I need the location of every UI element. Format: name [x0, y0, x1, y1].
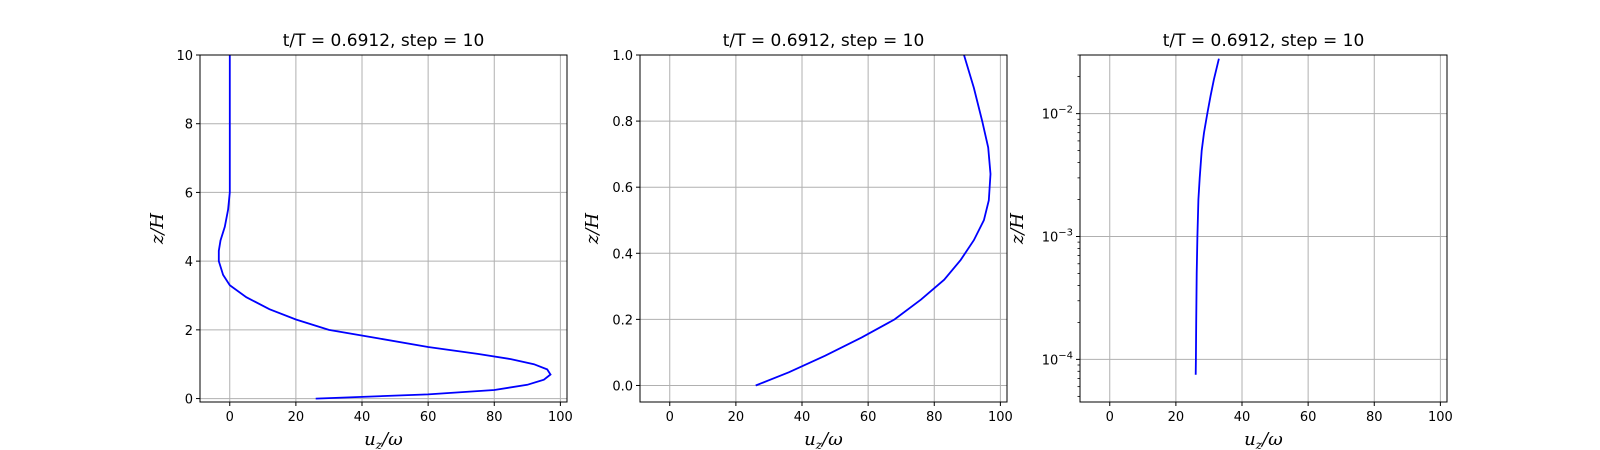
panel-2-ytick-label: 1.0 [612, 49, 633, 64]
panel-2-xticks: 0 20 40 60 80 100 [666, 402, 1013, 425]
panel-3-frame [1079, 54, 1448, 403]
panel-2: 0 20 40 60 80 100 0.0 0.2 0.4 0.6 0.8 1.0 t/T = 0.… [582, 31, 1013, 450]
panel-3-title: t/T = 0.6912, step = 10 [1163, 31, 1365, 51]
panel-1-title: t/T = 0.6912, step = 10 [283, 31, 485, 51]
panel-1-xtick-label: 60 [420, 410, 437, 425]
panel-3-xtick-label: 80 [1366, 410, 1383, 425]
panel-1-ytick-label: 0 [185, 393, 193, 408]
panel-1-series [217, 55, 552, 400]
panel-2-xtick-label: 80 [926, 410, 943, 425]
panel-2-ytick-label: 0.0 [612, 379, 633, 394]
panel-2-xtick-label: 60 [860, 410, 877, 425]
panel-2-ytick-label: 0.6 [612, 181, 633, 196]
panel-2-title: t/T = 0.6912, step = 10 [723, 31, 925, 51]
panel-1-xticks: 0 20 40 60 80 100 [226, 402, 573, 425]
panel-2-xtick-label: 40 [794, 410, 811, 425]
panel-2-ytick-label: 0.8 [612, 115, 633, 130]
panel-2-ylabel: z/H [582, 213, 603, 246]
panel-1-ytick-label: 4 [185, 255, 193, 270]
panel-2-xtick-label: 20 [728, 410, 745, 425]
panel-3-xtick-label: 100 [1428, 410, 1453, 425]
panel-1-ytick-label: 2 [185, 324, 193, 339]
panel-3-xtick-label: 0 [1106, 410, 1114, 425]
panel-3-xlabel: uz/ω [1244, 429, 1283, 450]
panel-3-series-line [1194, 58, 1220, 375]
panel-1-yticks: 0 2 4 6 8 10 [176, 49, 200, 408]
panel-1-ytick-label: 8 [185, 118, 193, 133]
panel-1-series-line [217, 55, 552, 400]
panel-3-xtick-label: 40 [1234, 410, 1251, 425]
panel-3-ytick-label: 10−4 [1042, 350, 1073, 368]
panel-3-xtick-label: 20 [1168, 410, 1185, 425]
panel-2-series [755, 54, 992, 387]
panel-1-ytick-label: 10 [176, 49, 193, 64]
panel-1-xtick-label: 80 [486, 410, 503, 425]
panel-1-ytick-label: 6 [185, 186, 193, 201]
panel-3-series [1194, 58, 1220, 375]
panel-3-yticks: 10−4 10−3 10−2 [1042, 54, 1080, 397]
panel-1-xtick-label: 20 [288, 410, 305, 425]
panel-1-ylabel: z/H [147, 213, 168, 246]
panel-2-ytick-label: 0.2 [612, 313, 633, 328]
panel-2-frame [639, 54, 1008, 403]
panel-2-yticks: 0.0 0.2 0.4 0.6 0.8 1.0 [612, 49, 640, 394]
panel-3-ylabel: z/H [1007, 213, 1028, 246]
panel-2-xtick-label: 0 [666, 410, 674, 425]
panel-1-xtick-label: 0 [226, 410, 234, 425]
panel-3-ytick-label: 10−3 [1042, 228, 1073, 246]
panel-1-xtick-label: 100 [548, 410, 573, 425]
panel-3: 0 20 40 60 80 100 10−4 10−3 10−2 t/T = 0.6912, … [1007, 31, 1453, 450]
panel-3-grid [1080, 55, 1447, 402]
panel-1-xlabel: uz/ω [364, 429, 403, 450]
panel-1: 0 20 40 60 80 100 0 2 4 6 8 10 t/T = 0.6912, step … [147, 31, 573, 450]
panel-3-xtick-label: 60 [1300, 410, 1317, 425]
panel-3-xticks: 0 20 40 60 80 100 [1106, 402, 1453, 425]
panel-2-xlabel: uz/ω [804, 429, 843, 450]
panel-2-ytick-label: 0.4 [612, 247, 633, 262]
panel-1-xtick-label: 40 [354, 410, 371, 425]
panel-3-ytick-label: 10−2 [1042, 105, 1073, 123]
panel-1-frame [199, 54, 568, 403]
panel-2-series-line [755, 54, 992, 387]
panel-2-xtick-label: 100 [988, 410, 1013, 425]
